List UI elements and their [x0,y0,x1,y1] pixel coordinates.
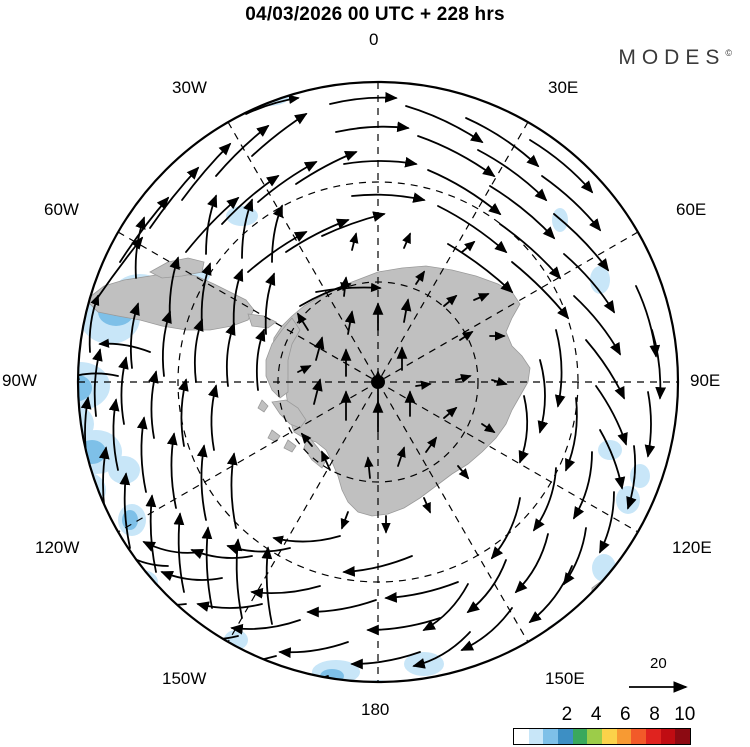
colorbar-band-6 [602,729,617,744]
colorbar-band-3 [558,729,573,744]
copyright-mark: © [725,48,732,58]
south-pole-dot [371,375,385,389]
colorbar-band-7 [616,729,632,744]
colorbar-tick-4: 4 [590,704,602,725]
lon-label-60w: 60W [44,200,79,219]
colorbar-band-10 [660,729,676,744]
colorbar-tick-8: 8 [649,704,660,725]
colorbar-band-5 [587,729,603,744]
wind-scale-legend: 20 [628,655,718,700]
colorbar-band-1 [528,729,544,744]
lon-label-120e: 120E [672,538,712,557]
colorbar-band-9 [646,729,661,744]
globe-outline [76,80,680,684]
colorbar-band-2 [543,729,559,744]
colorbar-band-8 [631,729,647,744]
brand-name: MODES [618,46,726,69]
page-title: 04/03/2026 00 UTC + 228 hrs [245,4,505,25]
lon-label-90w: 90W [2,371,37,390]
colorbar-band-11 [675,729,691,744]
wind-scale-value: 20 [650,655,667,672]
lon-label-90e: 90E [690,371,721,390]
lon-label-0: 0 [369,30,379,49]
modes-logo: MODES© [618,46,732,70]
colorbar-tick-6: 6 [620,704,631,725]
lon-label-30e: 30E [548,78,579,97]
lon-label-150w: 150W [162,669,207,688]
lon-label-60e: 60E [676,200,707,219]
lon-label-30w: 30W [172,78,207,97]
colorbar-band-0 [514,729,529,744]
colorbar [513,728,691,745]
map-contents [78,82,678,682]
wind-vectors [78,91,667,682]
colorbar-tick-2: 2 [561,704,573,725]
lon-label-180: 180 [361,700,390,719]
colorbar-tick-labels: 2 4 6 8 10 [513,704,696,726]
wind-vector-arrow-icon [629,681,688,693]
lon-label-150e: 150E [545,669,585,688]
colorbar-tick-10: 10 [674,704,696,725]
lon-label-120w: 120W [35,538,80,557]
colorbar-band-4 [572,729,588,744]
